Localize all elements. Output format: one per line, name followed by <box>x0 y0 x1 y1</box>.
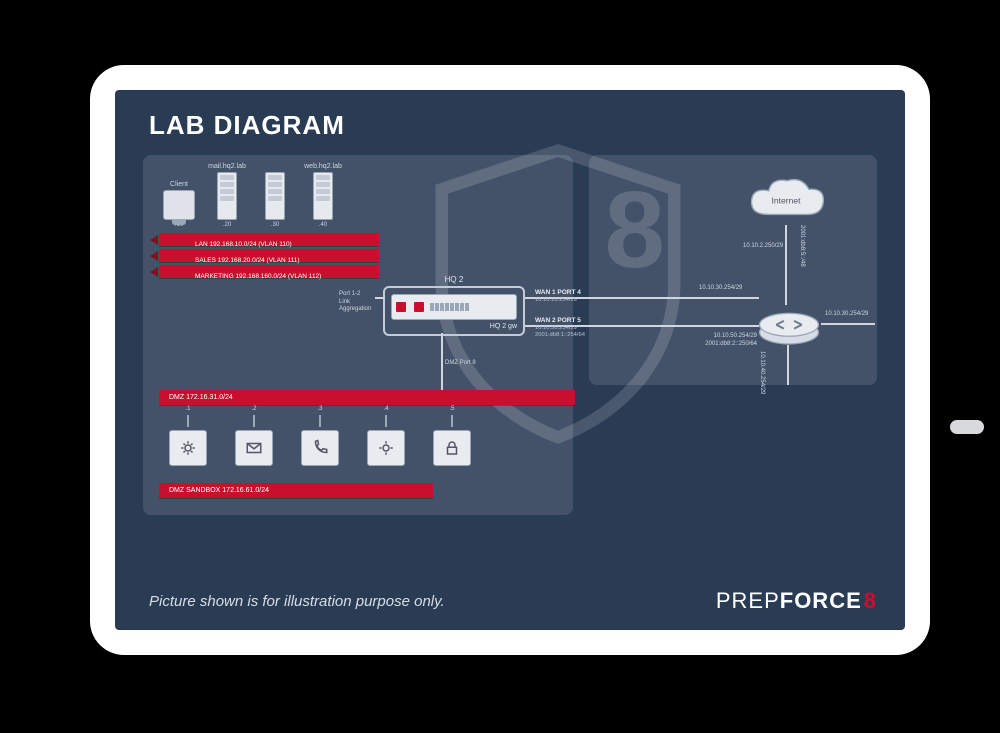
dmz-bar: DMZ 172.16.31.0/24 <box>159 390 575 405</box>
stage: LAB DIAGRAM 8 Client .10 <box>0 0 1000 733</box>
firewall-group: HQ 2 HQ 2 gw Port 1-2LinkAggregation <box>383 275 525 336</box>
dmz-device: .3 <box>301 406 339 466</box>
fortigate-icon <box>391 294 517 320</box>
vlan-bar: LAN 192.168.10.0/24 (VLAN 110) <box>159 233 379 246</box>
router-icon <box>757 303 821 345</box>
dmz-device: .4 <box>367 406 405 466</box>
dmz-devices: .1 .2 .3 .4 <box>169 406 471 466</box>
router-bl-label: 10.10.50.254/292001:db8:2::250/64 <box>693 333 757 348</box>
dmz-port-label: DMZ Port 8 <box>445 360 476 366</box>
link-router-down <box>787 345 789 385</box>
dmz-device: .5 <box>433 406 471 466</box>
device-lock-icon <box>433 430 471 466</box>
router-tl-label: 10.10.30.254/29 <box>699 285 742 293</box>
server-node: mail.hq2.lab .20 <box>209 163 245 228</box>
vlan-bar: MARKETING 192.168.160.0/24 (VLAN 112) <box>159 265 379 278</box>
device-cog-icon <box>367 430 405 466</box>
cloud-icon: Internet <box>743 175 829 225</box>
client-icon <box>163 190 195 220</box>
client-node: Client .10 <box>161 181 197 228</box>
firewall-title: HQ 2 <box>383 275 525 284</box>
footer-note: Picture shown is for illustration purpos… <box>149 593 445 610</box>
device-phone-icon <box>301 430 339 466</box>
screen: LAB DIAGRAM 8 Client .10 <box>115 90 905 630</box>
server-icon <box>265 172 285 220</box>
wan1-label: WAN 1 PORT 4 10.10.10.254/29 <box>535 289 681 304</box>
cloud-text: Internet <box>771 196 801 206</box>
tablet-speaker <box>950 420 984 434</box>
router-bottom-label: 10.10.40.254/29 <box>758 351 766 394</box>
tablet-shadow-tail <box>930 105 976 615</box>
server-icon <box>217 172 237 220</box>
link-router-right <box>821 323 875 325</box>
vlan-bar: SALES 192.168.20.0/24 (VLAN 111) <box>159 249 379 262</box>
vlan-bars: LAN 192.168.10.0/24 (VLAN 110) SALES 192… <box>159 233 379 281</box>
port-note: Port 1-2LinkAggregation <box>339 291 383 314</box>
dmz-device: .1 <box>169 406 207 466</box>
client-label: Client <box>170 181 188 188</box>
brand-logo: PREPFORCE8 <box>716 588 877 614</box>
server-node: web.hq2.lab .40 <box>305 163 341 228</box>
device-cog-icon <box>169 430 207 466</box>
link-cloud <box>785 225 787 305</box>
dmz-device: .2 <box>235 406 273 466</box>
panel-right <box>589 155 877 385</box>
dmz-connector <box>441 333 443 390</box>
cloud-right-label: 2001:db8:5::/48 <box>798 225 806 267</box>
server-row: Client .10 mail.hq2.lab .20 .30 <box>161 163 341 228</box>
link-lan <box>375 297 385 299</box>
device-mail-icon <box>235 430 273 466</box>
footer: Picture shown is for illustration purpos… <box>149 588 877 614</box>
tablet-frame: LAB DIAGRAM 8 Client .10 <box>90 65 930 655</box>
router-right-label: 10.10.30.254/29 <box>825 311 868 319</box>
wan2-label: WAN 2 PORT 5 10.10.50.254/292001:db8:1::… <box>535 317 681 339</box>
server-node: .30 <box>257 170 293 228</box>
firewall-gw-label: HQ 2 gw <box>391 323 517 330</box>
dmz-sandbox-bar: DMZ SANDBOX 172.16.61.0/24 <box>159 483 433 498</box>
server-icon <box>313 172 333 220</box>
cloud-sub-label: 10.10.2.250/29 <box>743 243 783 251</box>
firewall-box: HQ 2 gw <box>383 286 525 336</box>
